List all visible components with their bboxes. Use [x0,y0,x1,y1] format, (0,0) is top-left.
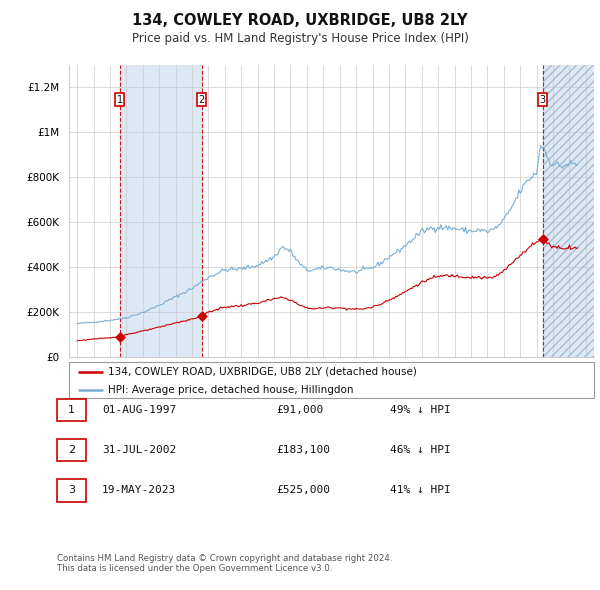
Text: 2: 2 [68,445,75,455]
Text: £525,000: £525,000 [276,486,330,495]
Text: 19-MAY-2023: 19-MAY-2023 [102,486,176,495]
FancyBboxPatch shape [69,362,594,398]
Text: 134, COWLEY ROAD, UXBRIDGE, UB8 2LY (detached house): 134, COWLEY ROAD, UXBRIDGE, UB8 2LY (det… [109,367,417,377]
Text: £91,000: £91,000 [276,405,323,415]
Text: 1: 1 [116,95,122,105]
Bar [543,65,594,357]
Text: 46% ↓ HPI: 46% ↓ HPI [390,445,451,455]
Text: 3: 3 [540,95,546,105]
Text: 01-AUG-1997: 01-AUG-1997 [102,405,176,415]
Text: Price paid vs. HM Land Registry's House Price Index (HPI): Price paid vs. HM Land Registry's House … [131,32,469,45]
Text: Contains HM Land Registry data © Crown copyright and database right 2024.
This d: Contains HM Land Registry data © Crown c… [57,554,392,573]
Text: 49% ↓ HPI: 49% ↓ HPI [390,405,451,415]
Text: £183,100: £183,100 [276,445,330,455]
Text: 134, COWLEY ROAD, UXBRIDGE, UB8 2LY: 134, COWLEY ROAD, UXBRIDGE, UB8 2LY [132,13,468,28]
Text: 2: 2 [199,95,205,105]
Text: 3: 3 [68,486,75,495]
Text: 41% ↓ HPI: 41% ↓ HPI [390,486,451,495]
Text: HPI: Average price, detached house, Hillingdon: HPI: Average price, detached house, Hill… [109,385,354,395]
Text: 1: 1 [68,405,75,415]
Bar [543,65,594,357]
Bar [119,65,202,357]
Text: 31-JUL-2002: 31-JUL-2002 [102,445,176,455]
